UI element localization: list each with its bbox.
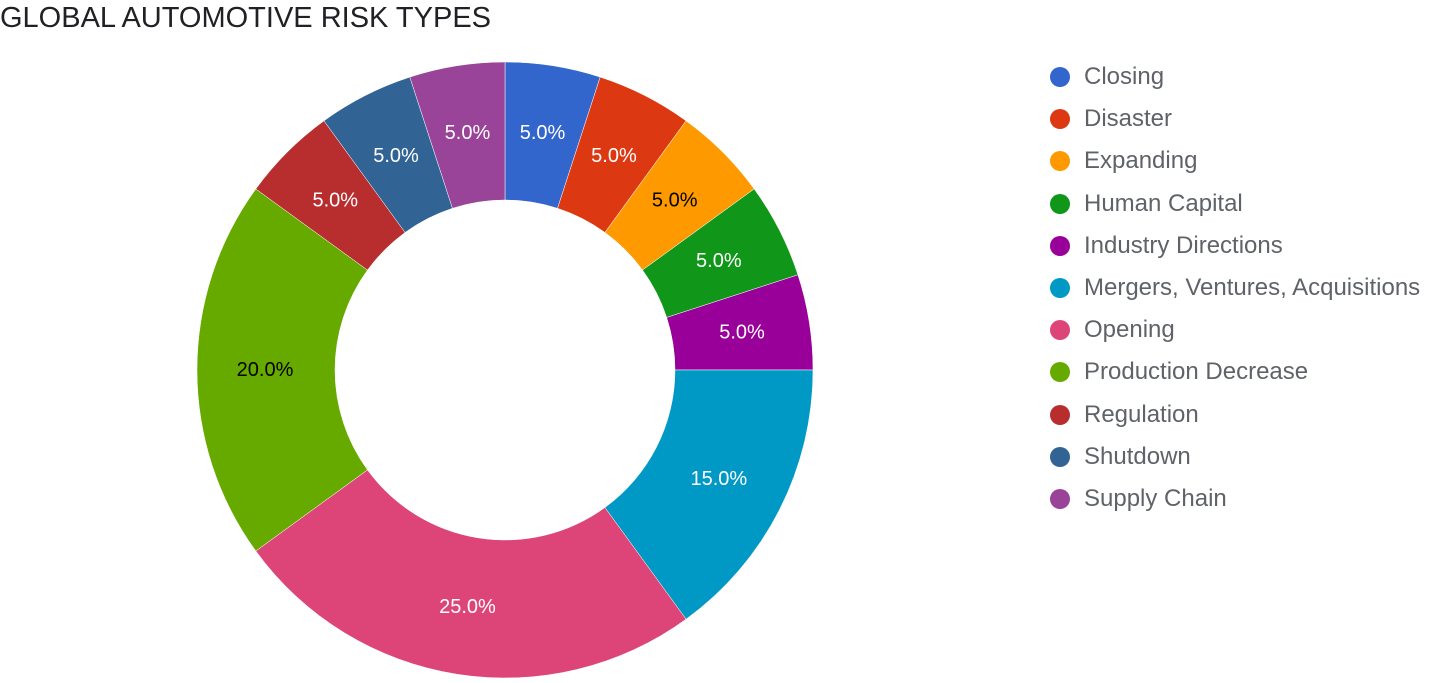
slice-mergers-ventures-acquisitions [604,369,814,620]
legend-swatch [1050,193,1070,214]
slice-label-industry-directions: 5.0% [719,321,765,343]
slice-supply-chain [409,61,506,209]
legend-label: Human Capital [1084,189,1243,217]
legend-label: Shutdown [1084,442,1191,470]
slice-opening [255,469,687,679]
slice-labels-layer: 5.0% 5.0% 5.0% 5.0% 5.0% 15.0% 25.0% 20.0% 5.0% 5… [237,122,765,618]
legend-swatch [1050,278,1070,299]
legend-item-shutdown: Shutdown [1050,436,1420,478]
legend-item-disaster: Disaster [1050,98,1420,140]
legend-swatch [1050,404,1070,425]
legend-label: Closing [1084,63,1165,91]
slices-layer [196,61,814,679]
legend-label: Expanding [1084,147,1198,175]
legend-item-production-decrease: Production Decrease [1050,351,1420,393]
legend-swatch [1050,235,1070,256]
legend-item-closing: Closing [1050,56,1420,98]
legend-item-expanding: Expanding [1050,140,1420,182]
legend-item-mergers-ventures-acquisitions: Mergers, Ventures, Acquisitions [1050,267,1420,309]
legend-swatch [1050,362,1070,383]
slice-label-regulation: 5.0% [312,189,358,211]
legend-swatch [1050,109,1070,130]
legend-label: Regulation [1084,400,1199,428]
legend-label: Mergers, Ventures, Acquisitions [1084,274,1421,302]
legend-swatch [1050,488,1070,509]
legend-swatch [1050,67,1070,88]
slice-label-opening: 25.0% [439,596,496,618]
slice-label-mergers-ventures-acquisitions: 15.0% [690,468,747,490]
slice-label-closing: 5.0% [520,122,566,144]
legend: Closing Disaster Expanding Human Capital Ind… [1050,56,1420,520]
legend-swatch [1050,446,1070,467]
legend-label: Opening [1084,316,1175,344]
donut-chart: 5.0% 5.0% 5.0% 5.0% 5.0% 15.0% 25.0% 20.0% 5.0% 5… [196,61,814,679]
legend-label: Supply Chain [1084,484,1227,512]
legend-swatch [1050,151,1070,172]
slice-production-decrease [196,188,368,552]
slice-label-human-capital: 5.0% [696,250,742,272]
slice-label-expanding: 5.0% [652,189,698,211]
legend-label: Industry Directions [1084,231,1283,259]
legend-label: Disaster [1084,105,1173,133]
legend-item-industry-directions: Industry Directions [1050,225,1420,267]
legend-label: Production Decrease [1084,358,1309,386]
legend-item-regulation: Regulation [1050,394,1420,436]
slice-label-production-decrease: 20.0% [237,359,294,381]
slice-label-supply-chain: 5.0% [445,122,491,144]
slice-label-shutdown: 5.0% [373,145,419,167]
legend-item-opening: Opening [1050,309,1420,351]
chart-title: GLOBAL AUTOMOTIVE RISK TYPES [0,2,492,34]
legend-item-supply-chain: Supply Chain [1050,478,1420,520]
legend-item-human-capital: Human Capital [1050,183,1420,225]
slice-label-disaster: 5.0% [591,145,637,167]
legend-swatch [1050,320,1070,341]
